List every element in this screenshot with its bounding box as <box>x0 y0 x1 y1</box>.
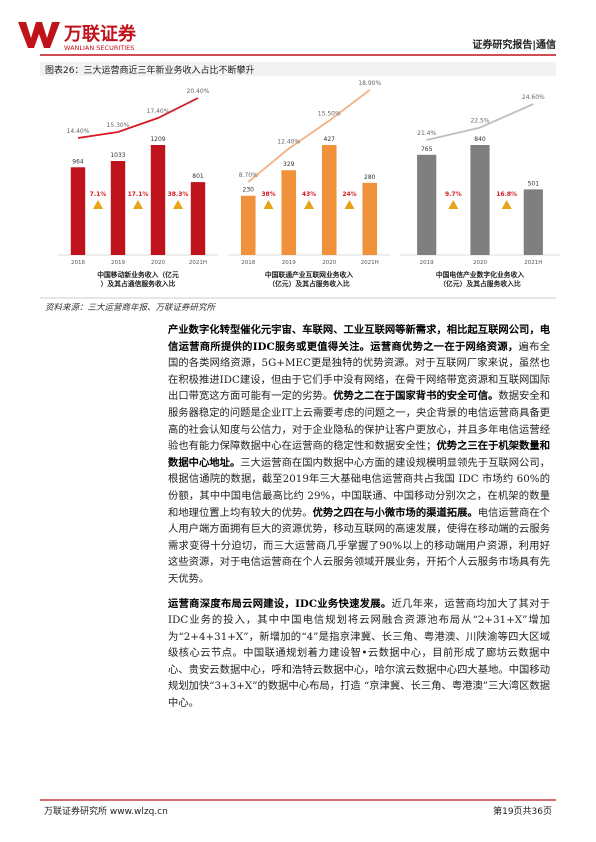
report-type: 证券研究报告|通信 <box>472 38 556 51</box>
bar-label: 1209 <box>150 136 165 143</box>
growth-label: 16.8% <box>496 191 517 198</box>
x-tick-label: 2018 <box>241 260 255 266</box>
line-label: 20.40% <box>187 88 210 95</box>
bar <box>470 145 490 255</box>
x-tick-label: 2021H <box>524 260 542 266</box>
x-tick-label: 2019 <box>111 260 125 266</box>
line-label: 12.40% <box>277 139 300 146</box>
bar-label: 427 <box>324 136 336 143</box>
line-label: 15.30% <box>107 122 130 129</box>
paragraph: 产业数字化转型催化元宇宙、车联网、工业互联网等新需求，相比起互联网公司，电信运营… <box>168 322 550 588</box>
growth-label: 17.1% <box>128 191 149 198</box>
bold-run: 产业数字化转型催化元宇宙、车联网、工业互联网等新需求，相比起互联网公司，电信运营… <box>168 324 550 353</box>
bold-run: 优势之二在于国家背书的安全可信。 <box>333 390 499 403</box>
logo-text: 万联证券 <box>63 23 137 45</box>
text-run: 数据安全和服务器稳定的问题是企业IT上云需要考虑的问题之一，央企背景的电信运营商… <box>168 390 551 453</box>
growth-marker <box>344 200 355 209</box>
line-label: 22.5% <box>470 118 489 125</box>
line-label: 15.50% <box>318 111 341 118</box>
line-label: 8.70% <box>239 172 258 179</box>
growth-marker <box>501 200 512 209</box>
x-tick-label: 2020 <box>151 260 165 266</box>
bar-label: 964 <box>72 158 84 165</box>
line-label: 21.4% <box>417 130 436 137</box>
bar <box>362 182 378 255</box>
bar-label: 230 <box>243 187 255 194</box>
x-tick-label: 2021H <box>361 260 379 266</box>
growth-label: 38% <box>261 191 275 198</box>
footer-left: 万联证券研究所 www.wlzq.cn <box>44 805 168 817</box>
line-label: 24.60% <box>522 94 545 101</box>
growth-marker <box>448 200 459 209</box>
growth-label: 7.1% <box>90 191 107 198</box>
bar <box>321 145 337 255</box>
bar <box>523 189 543 255</box>
text-run: 三大运营商在国内数据中心方面的建设规模明显领先于互联网公司，根据信通院的数据，截… <box>168 456 551 519</box>
body-text: 产业数字化转型催化元宇宙、车联网、工业互联网等新需求，相比起互联网公司，电信运营… <box>168 322 550 720</box>
share-line <box>77 97 199 139</box>
line-label: 17.40% <box>147 108 170 115</box>
source: 资料来源：三大运营商年报、万联证券研究所 <box>45 302 217 313</box>
x-tick-label: 2019 <box>420 260 434 266</box>
bar-label: 801 <box>192 173 204 180</box>
paragraph: 运营商深度布局云网建设，IDC业务快速发展。近几年来，运营商均加大了其对于IDC… <box>168 596 550 712</box>
logo-en: WANLIAN SECURITIES <box>64 44 134 52</box>
chart-title: 中国联通产业互联网业务收入（亿元）及其占服务收入比 <box>265 270 354 288</box>
bar <box>417 154 437 255</box>
bar <box>240 195 256 255</box>
growth-label: 38.3% <box>168 191 189 198</box>
footer-right: 第19页共36页 <box>493 805 552 817</box>
bar-label: 765 <box>421 146 433 153</box>
growth-marker <box>263 200 274 209</box>
bar-label: 329 <box>283 161 295 168</box>
bold-run: 运营商深度布局云网建设，IDC业务快速发展。 <box>168 597 392 610</box>
bold-run: 优势之三在于机架数量和数据中心地址。 <box>168 440 551 469</box>
bar-label: 840 <box>474 136 486 143</box>
bar-label: 280 <box>364 174 376 181</box>
bar-label: 501 <box>528 180 540 187</box>
line-label: 18.90% <box>358 80 381 87</box>
bar <box>70 167 86 255</box>
bar <box>281 170 297 255</box>
text-run: 电信运营商在个人用户端方面拥有巨大的资源优势，移动互联网的高速发展，使得在移动端… <box>168 506 551 585</box>
x-tick-label: 2021H <box>189 260 207 266</box>
growth-label: 43% <box>302 191 316 198</box>
figure-title: 图表26：三大运营商近三年新业务收入占比不断攀升 <box>45 64 254 76</box>
growth-marker <box>93 200 103 209</box>
bar-label: 1033 <box>110 152 125 159</box>
growth-label: 9.7% <box>445 191 462 198</box>
figure-bar <box>40 62 556 76</box>
growth-label: 24% <box>342 191 356 198</box>
text-run: 近几年来，运营商均加大了其对于IDC业务的投入，其中中国电信规划将云网融合资源池… <box>168 597 550 710</box>
x-tick-label: 2018 <box>71 260 85 266</box>
bar <box>190 182 206 255</box>
x-tick-label: 2019 <box>282 260 296 266</box>
chart-title: 中国电信产业数字化业务收入（亿元）及其占服务收入比 <box>436 270 525 288</box>
chart-title: 中国移动新业务收入（亿元）及其占通信服务收入比 <box>97 270 179 288</box>
share-line <box>247 89 371 183</box>
x-tick-label: 2020 <box>322 260 336 266</box>
growth-marker <box>173 200 183 209</box>
growth-marker <box>304 200 314 209</box>
charts: 964 2018 1033 2019 1209 2020 801 2021H 14.40% 15.… <box>58 80 560 288</box>
x-tick-label: 2020 <box>473 260 487 266</box>
share-line <box>426 103 534 141</box>
logo-mark <box>18 22 60 48</box>
bar <box>150 145 166 255</box>
growth-marker <box>133 200 143 209</box>
text-run: 遍布全国的各类网络资源，5G+MEC更是独特的优势资源。对于互联网厂家来说，虽然… <box>168 340 550 403</box>
bold-run: 优势之四在与小微市场的渠道拓展。 <box>312 506 478 519</box>
line-label: 14.40% <box>67 128 90 135</box>
bar <box>110 161 126 255</box>
